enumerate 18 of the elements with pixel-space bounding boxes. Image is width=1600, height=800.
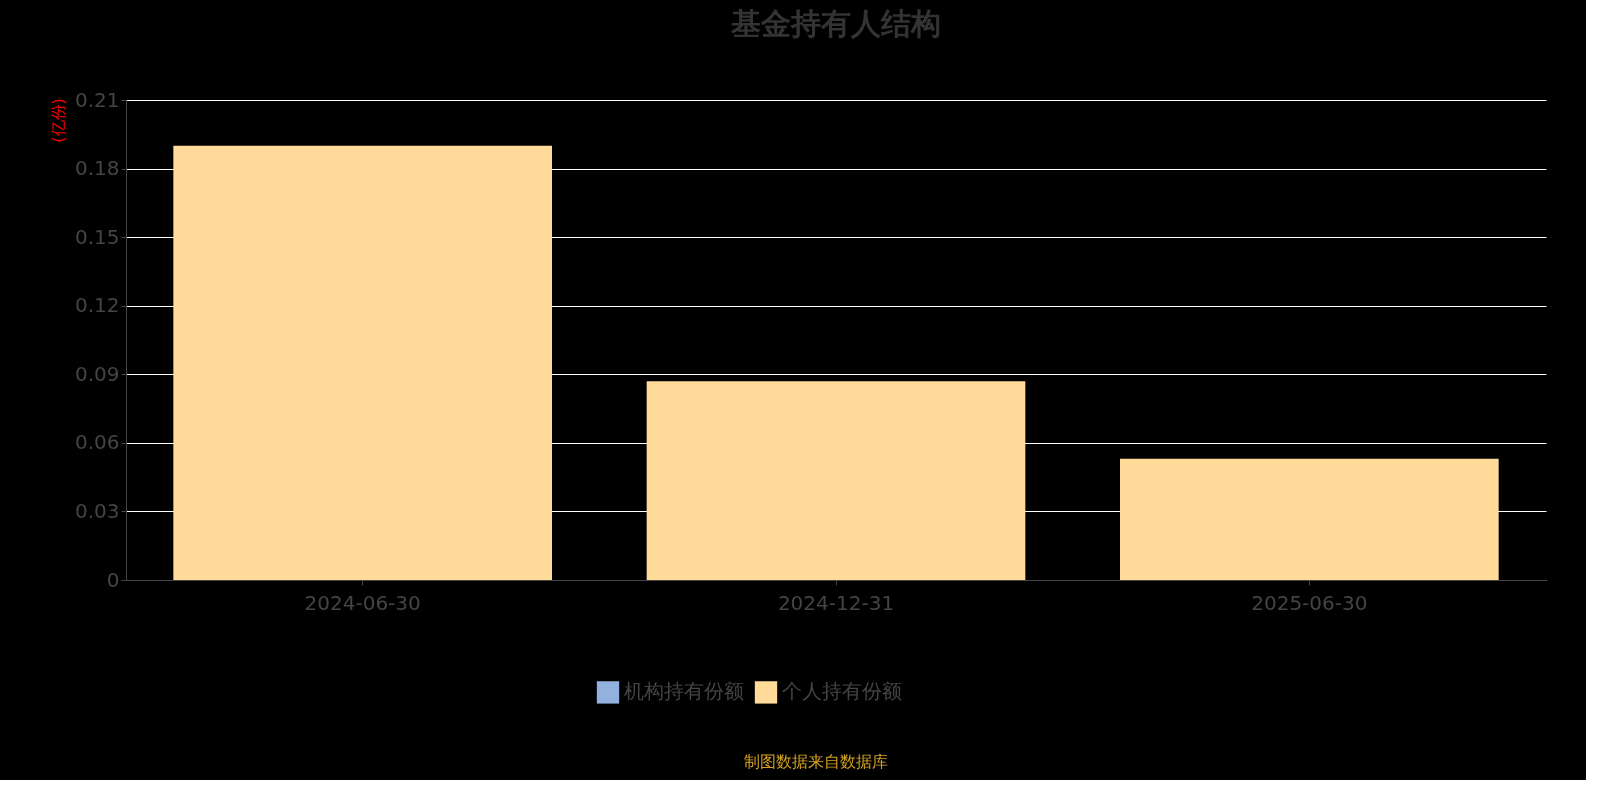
bar [173, 145, 552, 580]
x-tick-label: 2024-12-31 [777, 590, 895, 615]
y-tick-label: 0.18 [74, 156, 120, 181]
y-tick-label: 0.03 [74, 498, 120, 523]
y-tick-label: 0.09 [74, 361, 120, 386]
legend-label: 机构持有份额 [624, 679, 744, 704]
y-tick-label: 0.06 [74, 430, 120, 455]
bar [1120, 458, 1499, 580]
legend-label: 个人持有份额 [782, 679, 902, 704]
y-tick-label: 0.15 [74, 224, 120, 249]
y-axis-title: (亿份) [48, 98, 68, 143]
bar [646, 381, 1026, 580]
y-tick-label: 0.12 [74, 293, 120, 318]
y-tick-label: 0.21 [74, 87, 120, 112]
text: 制图数据来自数据库 [744, 752, 888, 771]
y-tick-label: 0 [106, 567, 120, 592]
x-tick-label: 2025-06-30 [1251, 590, 1368, 615]
x-tick-label: 2024-06-30 [304, 590, 421, 615]
